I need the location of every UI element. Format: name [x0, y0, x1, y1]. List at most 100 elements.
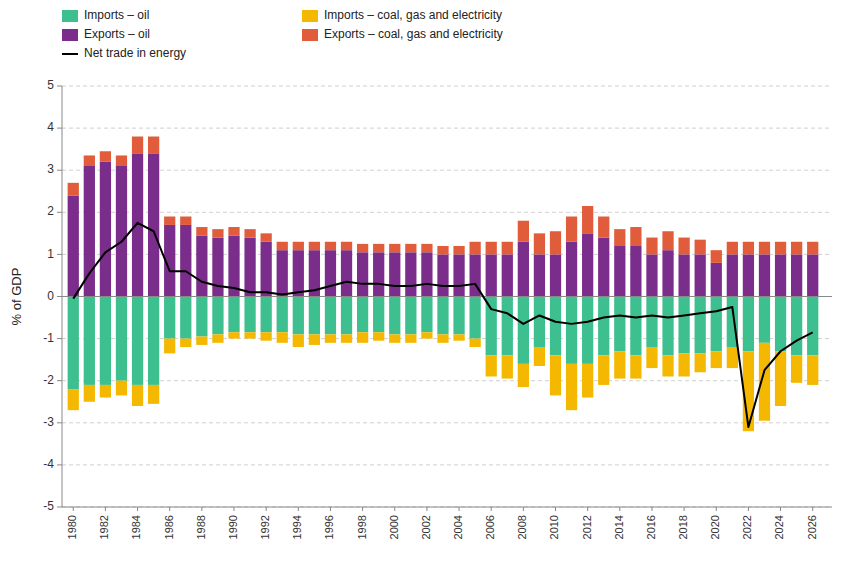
bar: [405, 334, 416, 342]
y-tick-label: -2: [43, 373, 54, 387]
bar: [228, 332, 239, 338]
bar: [132, 385, 143, 406]
y-tick: [57, 296, 62, 297]
bar: [164, 297, 175, 339]
bar: [437, 254, 448, 296]
y-tick: [57, 128, 62, 129]
bar: [614, 351, 625, 378]
bar: [244, 229, 255, 237]
x-tick-label: 2022: [741, 515, 753, 539]
y-axis-label: % of GDP: [9, 268, 24, 326]
x-tick-label: 1984: [130, 515, 142, 539]
bar: [614, 229, 625, 246]
bar: [791, 355, 802, 382]
bar: [453, 334, 464, 340]
bar: [277, 297, 288, 333]
x-tick-label: 2016: [645, 515, 657, 539]
x-tick-label: 1996: [323, 515, 335, 539]
bar: [84, 385, 95, 402]
bar: [502, 355, 513, 378]
bar: [180, 339, 191, 347]
grid-line: [62, 507, 832, 508]
x-tick-label: 2012: [581, 515, 593, 539]
bar: [100, 151, 111, 162]
bar: [341, 334, 352, 342]
bar: [325, 334, 336, 342]
plot-area: [62, 137, 832, 432]
bar: [164, 217, 175, 225]
bar: [68, 389, 79, 410]
bar: [630, 227, 641, 246]
bar: [405, 252, 416, 296]
bar: [341, 242, 352, 250]
bar: [550, 254, 561, 296]
bar: [325, 297, 336, 335]
x-tick: [330, 507, 331, 511]
bar: [357, 332, 368, 343]
bar: [598, 297, 609, 356]
bar: [598, 355, 609, 384]
bar: [196, 336, 207, 344]
bar: [68, 297, 79, 390]
bar: [550, 231, 561, 254]
line: [73, 223, 812, 427]
bar: [212, 229, 223, 237]
bar: [630, 355, 641, 378]
x-tick-label: 1990: [227, 515, 239, 539]
x-tick: [812, 507, 813, 511]
bar: [775, 351, 786, 406]
legend-label: Net trade in energy: [84, 46, 186, 60]
bar: [421, 252, 432, 296]
bar: [566, 364, 577, 410]
bar: [550, 355, 561, 395]
x-tick: [73, 507, 74, 511]
y-tick-label: 4: [47, 120, 54, 134]
bar: [244, 297, 255, 333]
legend-swatch: [62, 53, 78, 55]
bar: [244, 238, 255, 297]
grid: [62, 86, 832, 507]
bar: [84, 155, 95, 166]
bar: [453, 297, 464, 335]
bar: [357, 252, 368, 296]
bar: [421, 297, 432, 333]
x-tick: [137, 507, 138, 511]
bar: [389, 244, 400, 252]
axes: -5-4-3-2-1012345198019821984198619881990…: [43, 78, 832, 539]
bar: [807, 297, 818, 356]
bar: [437, 246, 448, 254]
x-tick-label: 2000: [388, 515, 400, 539]
bar: [277, 250, 288, 296]
bar: [775, 242, 786, 255]
x-tick: [298, 507, 299, 511]
bar: [727, 242, 738, 255]
bar: [518, 242, 529, 297]
bar: [228, 297, 239, 333]
bar: [678, 254, 689, 296]
x-tick-label: 2004: [452, 515, 464, 539]
bar: [325, 250, 336, 296]
bar: [148, 385, 159, 404]
bar: [341, 250, 352, 296]
x-tick: [201, 507, 202, 511]
bar: [164, 339, 175, 354]
bar: [727, 347, 738, 368]
grid-line: [62, 86, 832, 87]
bar: [357, 244, 368, 252]
x-tick: [266, 507, 267, 511]
bar: [582, 233, 593, 296]
x-tick-label: 1986: [163, 515, 175, 539]
bar: [807, 355, 818, 384]
bar: [293, 297, 304, 335]
bar: [534, 233, 545, 254]
bar-series: [68, 153, 819, 296]
grid-line: [62, 296, 832, 297]
x-tick: [587, 507, 588, 511]
bar: [759, 254, 770, 296]
bar: [116, 155, 127, 166]
bar: [678, 238, 689, 255]
bar: [389, 297, 400, 335]
bar: [196, 227, 207, 235]
y-tick-label: -3: [43, 415, 54, 429]
y-tick-label: 3: [47, 162, 54, 176]
